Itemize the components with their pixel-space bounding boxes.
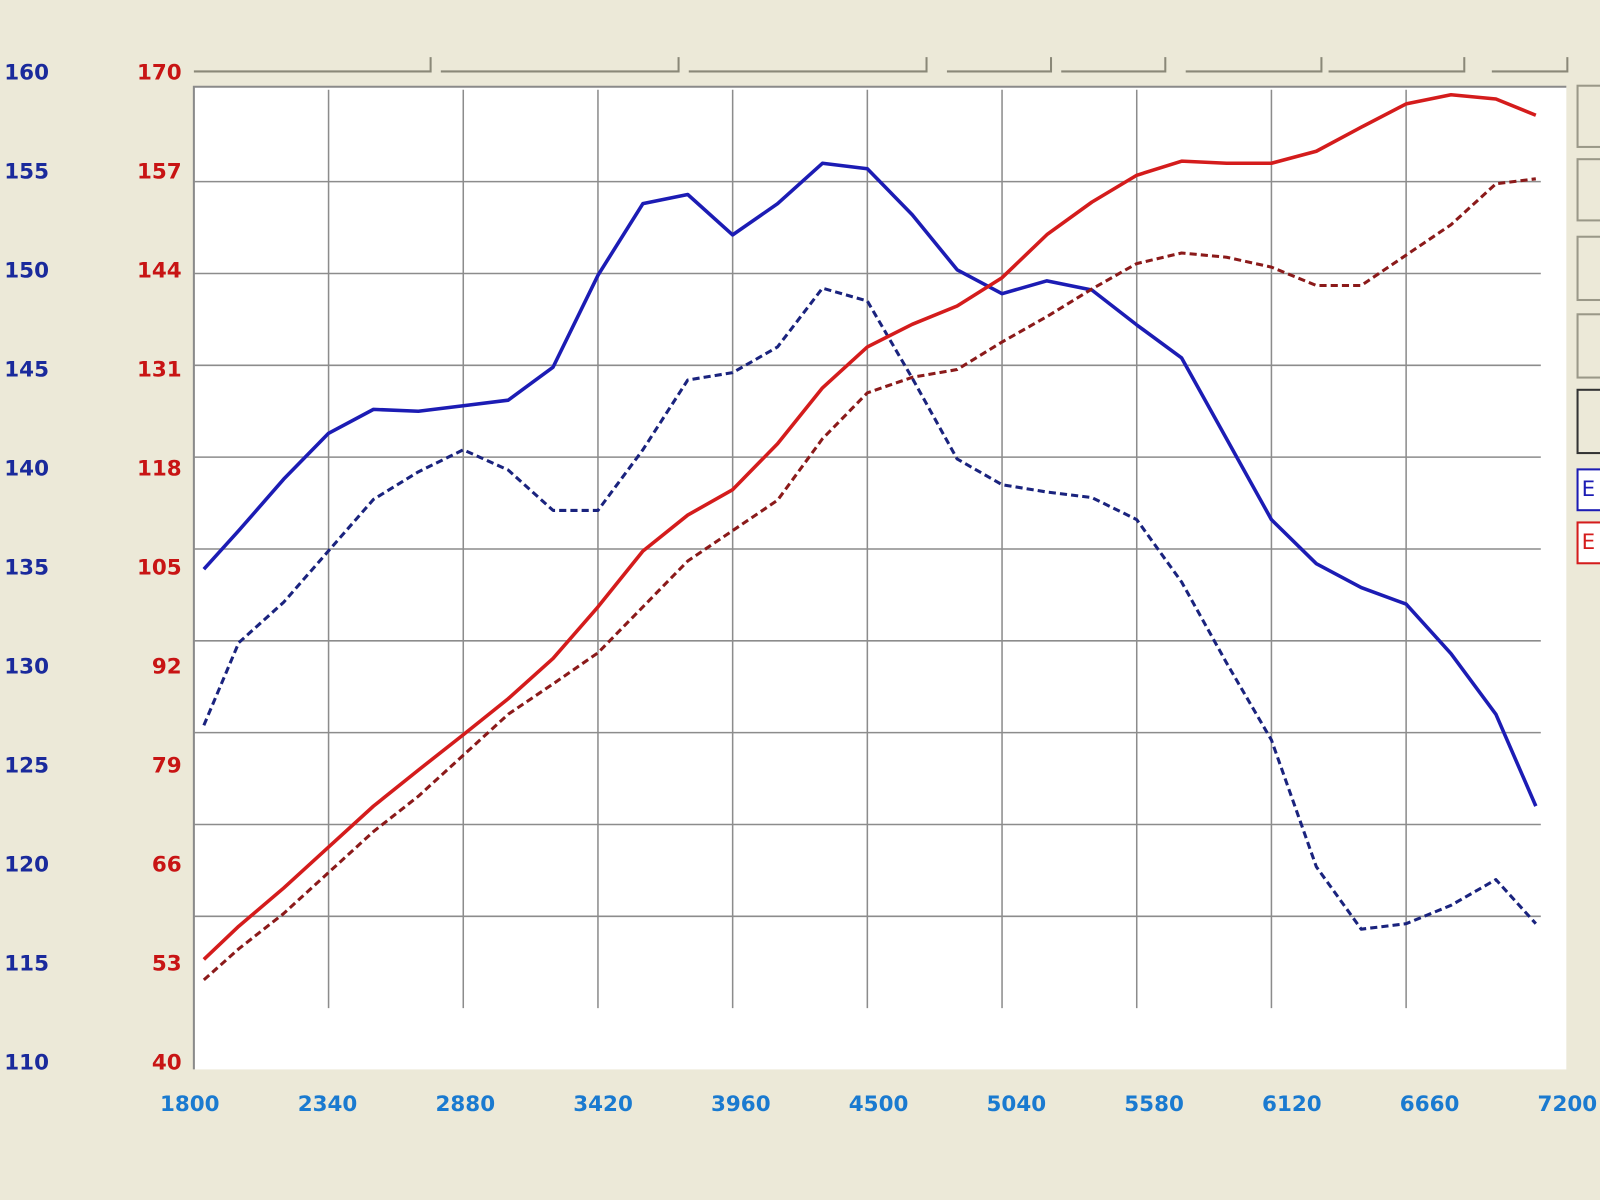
x-tick-label: 6120 [1262, 1092, 1322, 1117]
y-tick-label: 120 [4, 852, 49, 877]
tab [946, 57, 1053, 73]
legend-entry: E [1582, 477, 1596, 502]
y2-tick-label: 66 [152, 852, 182, 877]
y2-tick-label: 170 [137, 60, 182, 85]
toolbar [193, 57, 1569, 73]
y-tick-label: 160 [4, 60, 49, 85]
y2-tick-label: 131 [137, 357, 182, 382]
y-tick-label: 125 [4, 753, 49, 778]
x-tick-label: 4500 [849, 1092, 909, 1117]
x-tick-label: 3960 [711, 1092, 771, 1117]
y-tick-label: 140 [4, 456, 49, 481]
plot-area [193, 86, 1567, 1070]
tab [1328, 57, 1466, 73]
y2-tick-label: 105 [137, 555, 182, 580]
y2-tick-label: 40 [152, 1050, 182, 1075]
y-tick-label: 145 [4, 357, 49, 382]
side-buttons[interactable] [1576, 84, 1600, 455]
line [202, 92, 1537, 961]
button[interactable] [1576, 313, 1600, 379]
y2-tick-label: 144 [137, 258, 182, 283]
y-tick-label: 135 [4, 555, 49, 580]
x-tick-label: 6660 [1400, 1092, 1460, 1117]
line [202, 161, 1538, 807]
legend-box [1576, 468, 1600, 512]
x-tick-label: 5040 [987, 1092, 1047, 1117]
tab [1061, 57, 1167, 73]
y-tick-label: 115 [4, 951, 49, 976]
y2-tick-label: 157 [137, 159, 182, 184]
y2-tick-label: 79 [152, 753, 182, 778]
tab [688, 57, 928, 73]
x-tick-label: 2340 [298, 1092, 358, 1117]
button[interactable] [1576, 235, 1600, 302]
tab [1491, 57, 1569, 73]
y-tick-label: 150 [4, 258, 49, 283]
button[interactable] [1576, 158, 1600, 222]
x-tick-label: 5580 [1124, 1092, 1184, 1117]
x-tick-label: 3420 [573, 1092, 633, 1117]
y2-tick-label: 53 [152, 951, 182, 976]
line [202, 177, 1537, 982]
button[interactable] [1576, 84, 1600, 148]
y2-tick-label: 118 [137, 456, 182, 481]
legend-entry: E [1582, 530, 1596, 555]
tab [1185, 57, 1323, 73]
plot-border [192, 85, 1567, 1070]
y2-tick-label: 92 [152, 654, 182, 679]
x-tick-label: 1800 [160, 1092, 220, 1117]
tab [193, 57, 432, 73]
y-tick-label: 110 [4, 1050, 49, 1075]
x-tick-label: 2880 [436, 1092, 496, 1117]
y-tick-label: 155 [4, 159, 49, 184]
line [202, 286, 1537, 931]
y-tick-label: 130 [4, 654, 49, 679]
tab [440, 57, 680, 73]
legend-box [1576, 521, 1600, 565]
x-tick-label: 7200 [1538, 1092, 1598, 1117]
button[interactable] [1576, 388, 1600, 455]
